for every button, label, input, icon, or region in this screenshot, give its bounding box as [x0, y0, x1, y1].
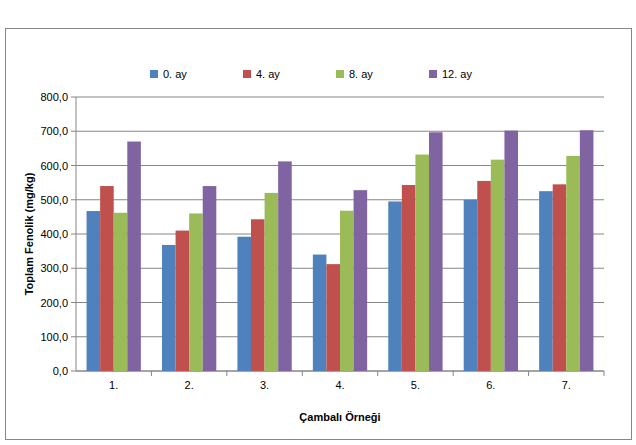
bar	[203, 186, 217, 371]
tick-mark	[71, 268, 76, 269]
tick-mark	[71, 165, 76, 166]
legend: 0. ay 4. ay 8. ay 12. ay	[150, 68, 472, 80]
tick-mark	[71, 97, 76, 98]
y-tick-label: 600,0	[40, 160, 68, 172]
legend-label: 12. ay	[442, 68, 472, 80]
x-tick	[226, 371, 227, 376]
bar	[491, 160, 505, 371]
bar	[354, 190, 368, 371]
legend-swatch	[243, 70, 251, 78]
bar	[189, 213, 203, 371]
bar	[278, 161, 292, 371]
legend-label: 0. ay	[163, 68, 187, 80]
x-tick	[528, 371, 529, 376]
bar	[251, 219, 265, 371]
x-axis-title: Çambalı Örneği	[299, 411, 380, 423]
x-tick-label: 7.	[562, 379, 571, 391]
x-tick	[377, 371, 378, 376]
bar	[464, 200, 478, 371]
x-tick	[604, 371, 605, 376]
x-tick-label: 6.	[486, 379, 495, 391]
grid-line	[76, 199, 604, 200]
bar	[429, 132, 443, 371]
bar	[237, 237, 251, 371]
y-tick-label: 400,0	[40, 228, 68, 240]
bar	[388, 201, 402, 371]
legend-swatch	[150, 70, 158, 78]
bar	[580, 130, 594, 371]
x-tick-label: 3.	[260, 379, 269, 391]
bar	[100, 186, 114, 371]
y-tick-label: 500,0	[40, 194, 68, 206]
y-tick-label: 800,0	[40, 91, 68, 103]
tick-mark	[71, 302, 76, 303]
y-tick-label: 100,0	[40, 331, 68, 343]
bar	[504, 131, 518, 371]
bar	[265, 193, 279, 371]
bar	[553, 184, 567, 371]
legend-label: 4. ay	[256, 68, 280, 80]
bar	[326, 264, 340, 371]
bar	[539, 191, 553, 371]
legend-swatch	[336, 70, 344, 78]
bar	[340, 211, 354, 371]
tick-mark	[71, 336, 76, 337]
y-tick-label: 300,0	[40, 262, 68, 274]
x-tick-label: 5.	[411, 379, 420, 391]
bar	[415, 155, 429, 371]
x-tick	[453, 371, 454, 376]
y-tick-label: 0,0	[53, 365, 68, 377]
bar	[402, 185, 416, 371]
tick-mark	[71, 131, 76, 132]
bars	[87, 130, 594, 371]
tick-mark	[71, 199, 76, 200]
bar	[114, 213, 128, 371]
chart-frame	[6, 29, 632, 440]
grid-line	[76, 97, 604, 98]
bar	[176, 231, 190, 371]
bar	[477, 181, 491, 371]
y-axis-title: Toplam Fenolik (mg/kg)	[23, 172, 35, 295]
grid-line	[76, 165, 604, 166]
x-tick	[151, 371, 152, 376]
bar	[87, 211, 101, 371]
bar	[127, 142, 141, 371]
tick-mark	[71, 234, 76, 235]
x-tick-label: 2.	[185, 379, 194, 391]
legend-label: 8. ay	[349, 68, 373, 80]
legend-swatch	[429, 70, 437, 78]
x-tick	[302, 371, 303, 376]
y-axis	[76, 97, 77, 371]
y-tick-label: 200,0	[40, 297, 68, 309]
bar	[566, 156, 580, 371]
grid-line	[76, 131, 604, 132]
x-tick-label: 1.	[109, 379, 118, 391]
y-tick-label: 700,0	[40, 125, 68, 137]
bar	[313, 255, 327, 371]
tick-mark	[71, 371, 76, 372]
bar	[162, 245, 176, 371]
chart: 0,0 100,0 200,0 300,0 400,0 500,0 600,0 700,0 80…	[0, 0, 636, 445]
x-tick-label: 4.	[335, 379, 344, 391]
